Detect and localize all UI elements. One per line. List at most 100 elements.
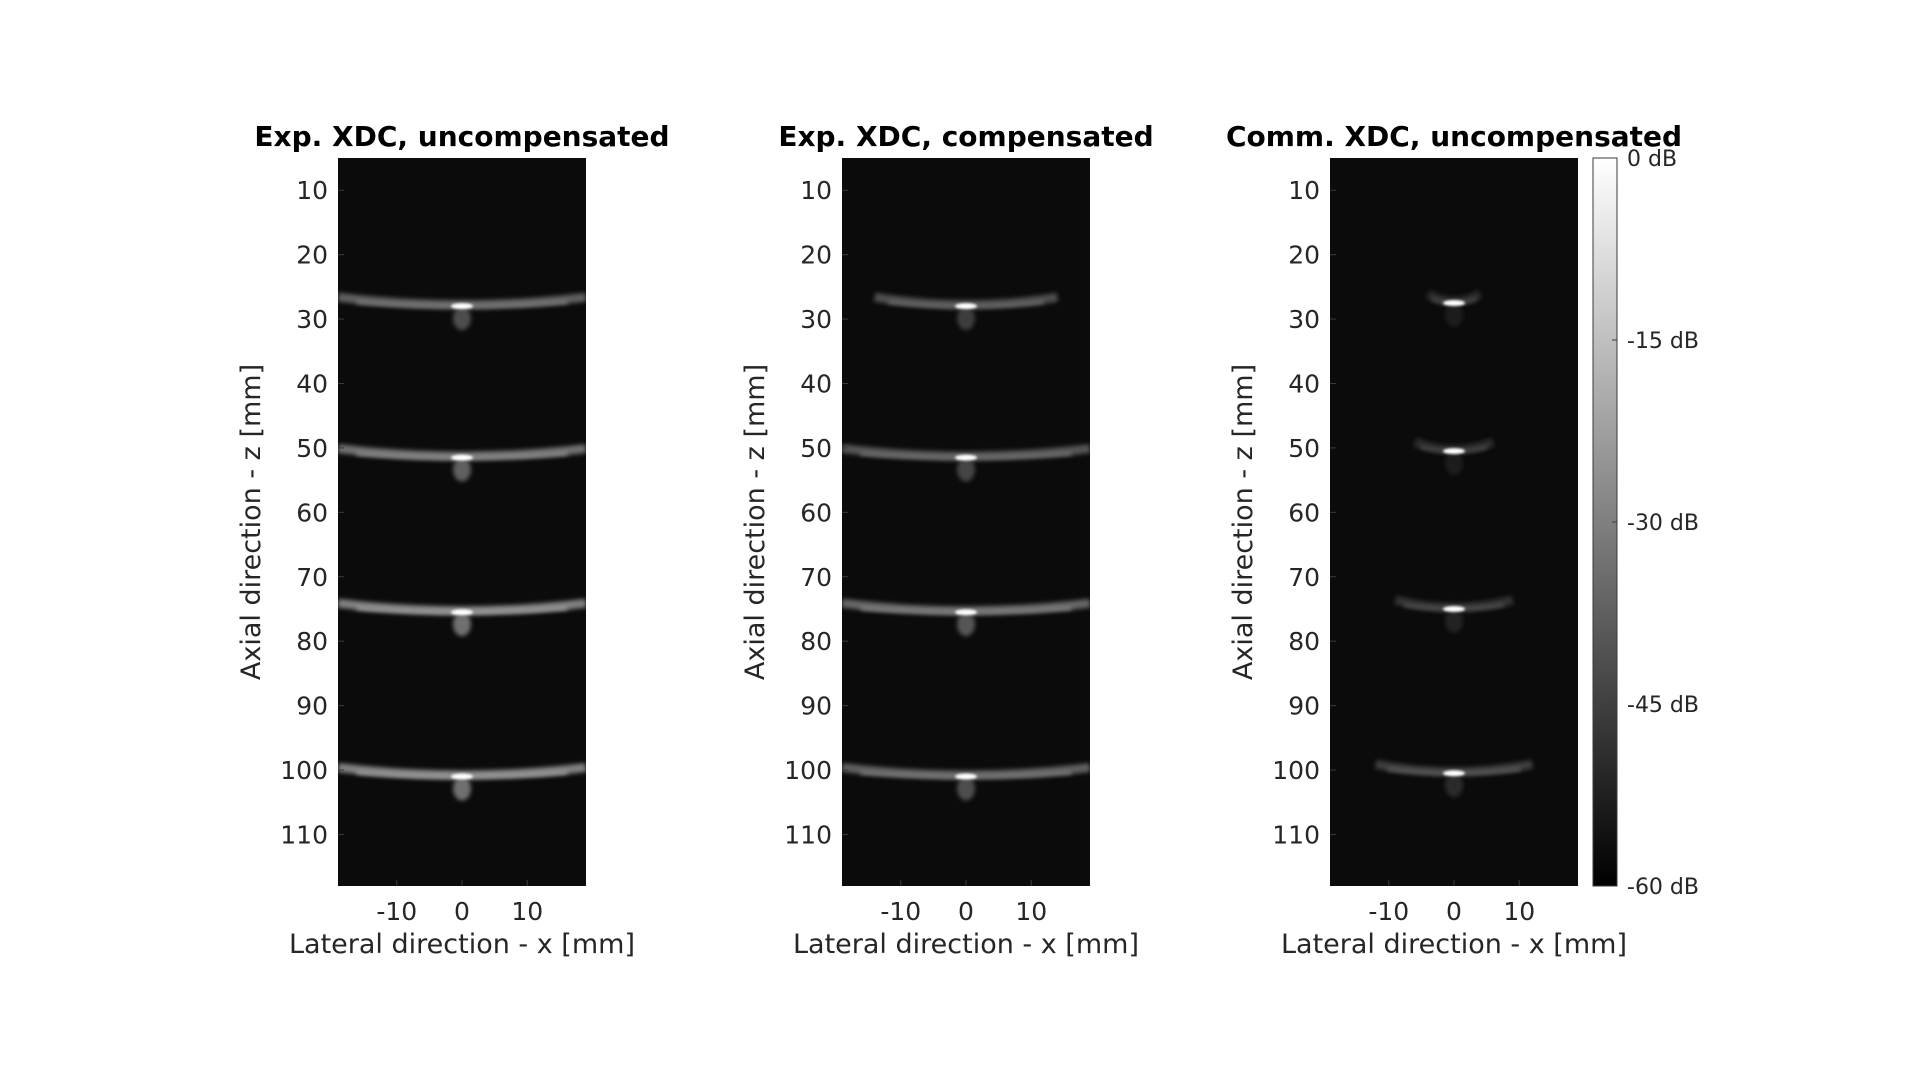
y-tick-label: 100 <box>280 756 328 785</box>
x-tick-label: 0 <box>1446 897 1462 926</box>
reflector-3 <box>1394 595 1514 633</box>
y-tick-label: 90 <box>1288 692 1320 721</box>
colorbar-tick-label: -15 dB <box>1627 329 1699 354</box>
y-tick-label: 60 <box>1288 498 1320 527</box>
reflector-2 <box>1413 437 1495 476</box>
y-tick-label: 30 <box>800 305 832 334</box>
y-tick-label: 30 <box>1288 305 1320 334</box>
y-axis-label: Axial direction - z [mm] <box>740 364 771 680</box>
y-tick-label: 70 <box>296 563 328 592</box>
reflector-3 <box>842 598 1090 637</box>
y-tick-label: 50 <box>800 434 832 463</box>
point-target <box>955 773 977 780</box>
y-tick-label: 90 <box>296 692 328 721</box>
point-target <box>1443 605 1465 612</box>
point-target <box>451 454 473 461</box>
panel-title: Comm. XDC, uncompensated <box>1226 120 1682 153</box>
point-target <box>451 773 473 780</box>
x-tick-label: 0 <box>454 897 470 926</box>
panel-3: Comm. XDC, uncompensated 10 20 30 40 50 60 70 80… <box>1226 120 1682 960</box>
point-target <box>955 303 977 310</box>
colorbar: 0 dB -15 dB -30 dB -45 dB -60 dB <box>1592 147 1699 900</box>
y-tick-label: 100 <box>784 756 832 785</box>
image-area <box>1330 158 1578 886</box>
y-tick-label: 50 <box>1288 434 1320 463</box>
speckle-tail <box>453 612 471 637</box>
x-tick-label: 10 <box>511 897 543 926</box>
colorbar-tick-label: -45 dB <box>1627 693 1699 718</box>
speckle-tail <box>957 457 975 482</box>
y-tick-label: 20 <box>800 241 832 270</box>
point-target <box>1443 299 1465 306</box>
panels: Exp. XDC, uncompensated 10 20 30 40 50 60 70 80 9… <box>236 120 1682 960</box>
y-tick-label: 110 <box>280 820 328 849</box>
reflector-1 <box>873 292 1059 331</box>
y-tick-label: 40 <box>800 369 832 398</box>
speckle-tail <box>957 306 975 331</box>
y-tick-label: 70 <box>800 563 832 592</box>
y-tick-label: 100 <box>1272 756 1320 785</box>
reflector-4 <box>338 763 586 801</box>
reflector-2 <box>338 444 586 482</box>
reflector-marks <box>1374 289 1534 798</box>
image-area <box>842 158 1090 886</box>
reflector-4 <box>1374 759 1534 798</box>
x-tick-label: -10 <box>880 897 921 926</box>
panel-title: Exp. XDC, uncompensated <box>254 120 669 153</box>
x-tick-label: 10 <box>1503 897 1535 926</box>
speckle-tail <box>1445 773 1463 798</box>
colorbar-tick-label: -60 dB <box>1627 875 1699 900</box>
x-axis-label: Lateral direction - x [mm] <box>1281 929 1627 960</box>
x-tick-label: 10 <box>1015 897 1047 926</box>
point-target <box>451 303 473 310</box>
y-tick-label: 20 <box>1288 241 1320 270</box>
reflector-marks <box>338 292 586 801</box>
reflector-3 <box>338 598 586 637</box>
speckle-tail <box>957 776 975 801</box>
speckle-tail <box>453 776 471 801</box>
speckle-tail <box>453 306 471 331</box>
y-tick-label: 60 <box>296 498 328 527</box>
reflector-4 <box>842 763 1090 801</box>
speckle-tail <box>1445 451 1463 476</box>
point-target <box>451 609 473 616</box>
y-tick-label: 30 <box>296 305 328 334</box>
colorbar-tick-label: -30 dB <box>1627 511 1699 536</box>
panel-2: Exp. XDC, compensated 10 20 30 40 50 60 70 80 90 1… <box>740 120 1154 960</box>
reflector-marks <box>842 292 1090 801</box>
y-tick-label: 10 <box>296 176 328 205</box>
y-tick-label: 80 <box>296 627 328 656</box>
reflector-1 <box>1425 289 1483 327</box>
speckle-tail <box>1445 302 1463 327</box>
panel-1: Exp. XDC, uncompensated 10 20 30 40 50 60 70 80 9… <box>236 120 670 960</box>
point-target <box>955 609 977 616</box>
y-tick-label: 80 <box>1288 627 1320 656</box>
reflector-2 <box>842 444 1090 482</box>
x-axis-label: Lateral direction - x [mm] <box>289 929 635 960</box>
y-tick-label: 110 <box>784 820 832 849</box>
speckle-tail <box>453 457 471 482</box>
x-tick-label: -10 <box>376 897 417 926</box>
y-tick-label: 40 <box>296 369 328 398</box>
y-tick-label: 40 <box>1288 369 1320 398</box>
point-target <box>1443 770 1465 777</box>
x-tick-label: 0 <box>958 897 974 926</box>
y-tick-label: 110 <box>1272 820 1320 849</box>
y-tick-label: 90 <box>800 692 832 721</box>
y-tick-label: 50 <box>296 434 328 463</box>
image-area <box>338 158 586 886</box>
y-tick-label: 70 <box>1288 563 1320 592</box>
y-tick-label: 80 <box>800 627 832 656</box>
y-axis-label: Axial direction - z [mm] <box>1228 364 1259 680</box>
speckle-tail <box>1445 608 1463 633</box>
y-tick-label: 60 <box>800 498 832 527</box>
panel-title: Exp. XDC, compensated <box>778 120 1153 153</box>
y-tick-label: 10 <box>1288 176 1320 205</box>
x-axis-label: Lateral direction - x [mm] <box>793 929 1139 960</box>
y-tick-label: 20 <box>296 241 328 270</box>
x-tick-label: -10 <box>1368 897 1409 926</box>
reflector-1 <box>338 292 586 331</box>
y-axis-label: Axial direction - z [mm] <box>236 364 267 680</box>
speckle-tail <box>957 612 975 637</box>
